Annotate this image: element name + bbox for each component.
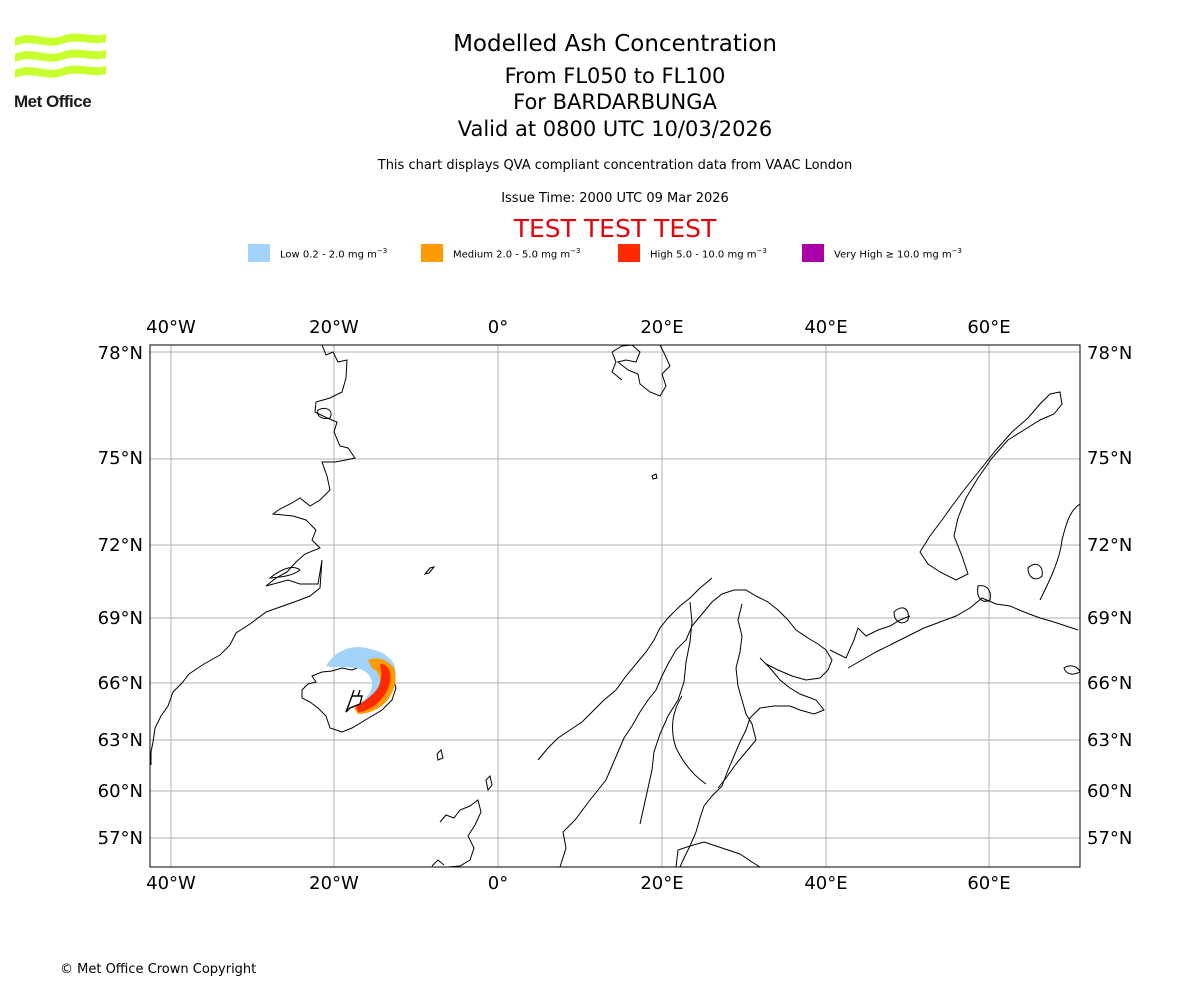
lon-tick-labels-top: 40°W 20°W 0° 20°E 40°E 60°E [146,317,1010,338]
legend-label-high: High 5.0 - 10.0 mg m [650,249,757,261]
ash-area-high [356,664,391,712]
lat-tick-left-60n: 60°N [98,781,143,802]
legend-swatch-low [248,244,270,262]
lon-tick-bottom-20e: 20°E [640,873,683,894]
lon-tick-labels-bottom: 40°W 20°W 0° 20°E 40°E 60°E [146,873,1010,894]
lon-tick-top-40w: 40°W [146,317,196,338]
lon-tick-bottom-20w: 20°W [309,873,359,894]
lat-tick-right-60n: 60°N [1087,781,1132,802]
lon-tick-bottom-60e: 60°E [967,873,1010,894]
lon-tick-bottom-0: 0° [488,873,508,894]
novaya-zemlya-south-island [1027,563,1043,580]
faroe-coastline [436,749,444,761]
copyright-notice: © Met Office Crown Copyright [60,962,257,977]
kolguyev-island [977,585,991,602]
flight-level-range: From FL050 to FL100 [504,64,726,88]
legend-label-very-high: Very High ≥ 10.0 mg m [834,249,952,261]
norway-sweden-border [639,601,693,825]
map-gridlines [150,345,1080,867]
kola-white-sea [829,615,911,659]
gulf-of-bothnia [672,695,707,785]
scotland-coastline [431,799,482,867]
lat-tick-left-75n: 75°N [98,448,143,469]
volcano-marker-icon [345,689,363,713]
lon-tick-bottom-40w: 40°W [146,873,196,894]
lat-tick-right-66n: 66°N [1087,673,1132,694]
logo-text: Met Office [14,92,92,111]
greenland-island [317,407,332,419]
sweden-finland-border [717,603,757,789]
yamal-coastline [1039,503,1080,601]
legend-swatch-high [618,244,640,262]
lat-tick-right-57n: 57°N [1087,828,1132,849]
baltic-coastline [675,841,761,867]
legend-label-low: Low 0.2 - 2.0 mg m [280,249,377,261]
iceland-coastline [301,665,397,733]
legend-swatch-medium [421,244,443,262]
lat-tick-right-72n: 72°N [1087,535,1132,556]
map-frame [149,344,1081,868]
lat-tick-labels-left: 78°N 75°N 72°N 69°N 66°N 63°N 60°N 57°N [98,343,143,849]
greenland-inlet [268,567,301,579]
yamal-east-island [1063,665,1080,675]
met-office-logo-icon [15,33,106,78]
greenland-coastline [150,345,356,765]
novaya-zemlya-coastline [919,391,1063,581]
lat-tick-left-72n: 72°N [98,535,143,556]
lon-tick-bottom-40e: 40°E [804,873,847,894]
lat-tick-left-66n: 66°N [98,673,143,694]
lat-tick-labels-right: 78°N 75°N 72°N 69°N 66°N 63°N 60°N 57°N [1087,343,1132,849]
lat-tick-left-57n: 57°N [98,828,143,849]
russia-north-coastline [847,597,1079,669]
shetland-coastline [485,775,493,792]
ash-plume [326,646,396,714]
valid-time: Valid at 0800 UTC 10/03/2026 [457,117,773,141]
lat-tick-right-78n: 78°N [1087,343,1132,364]
test-banner: TEST TEST TEST [513,214,717,243]
lat-tick-right-63n: 63°N [1087,730,1132,751]
norway-west-coast [537,577,713,761]
svalbard-coastline [611,345,671,397]
bjornoya-coastline [651,473,658,480]
legend-label-medium: Medium 2.0 - 5.0 mg m [453,249,571,261]
chart-title: Modelled Ash Concentration [453,31,777,57]
lat-tick-left-63n: 63°N [98,730,143,751]
lat-tick-right-75n: 75°N [1087,448,1132,469]
kanin-island [893,607,909,624]
jan-mayen-coastline [423,566,436,575]
lon-tick-top-20w: 20°W [309,317,359,338]
lon-tick-top-0: 0° [488,317,508,338]
lat-tick-left-69n: 69°N [98,608,143,629]
lat-tick-left-78n: 78°N [98,343,143,364]
legend-swatch-very-high [802,244,824,262]
lat-tick-right-69n: 69°N [1087,608,1132,629]
issue-time: Issue Time: 2000 UTC 09 Mar 2026 [501,191,729,206]
scandinavia-coastline [559,589,833,867]
volcano-name: For BARDARBUNGA [513,90,717,114]
lon-tick-top-20e: 20°E [640,317,683,338]
chart-description: This chart displays QVA compliant concen… [377,158,853,173]
lon-tick-top-60e: 60°E [967,317,1010,338]
lon-tick-top-40e: 40°E [804,317,847,338]
